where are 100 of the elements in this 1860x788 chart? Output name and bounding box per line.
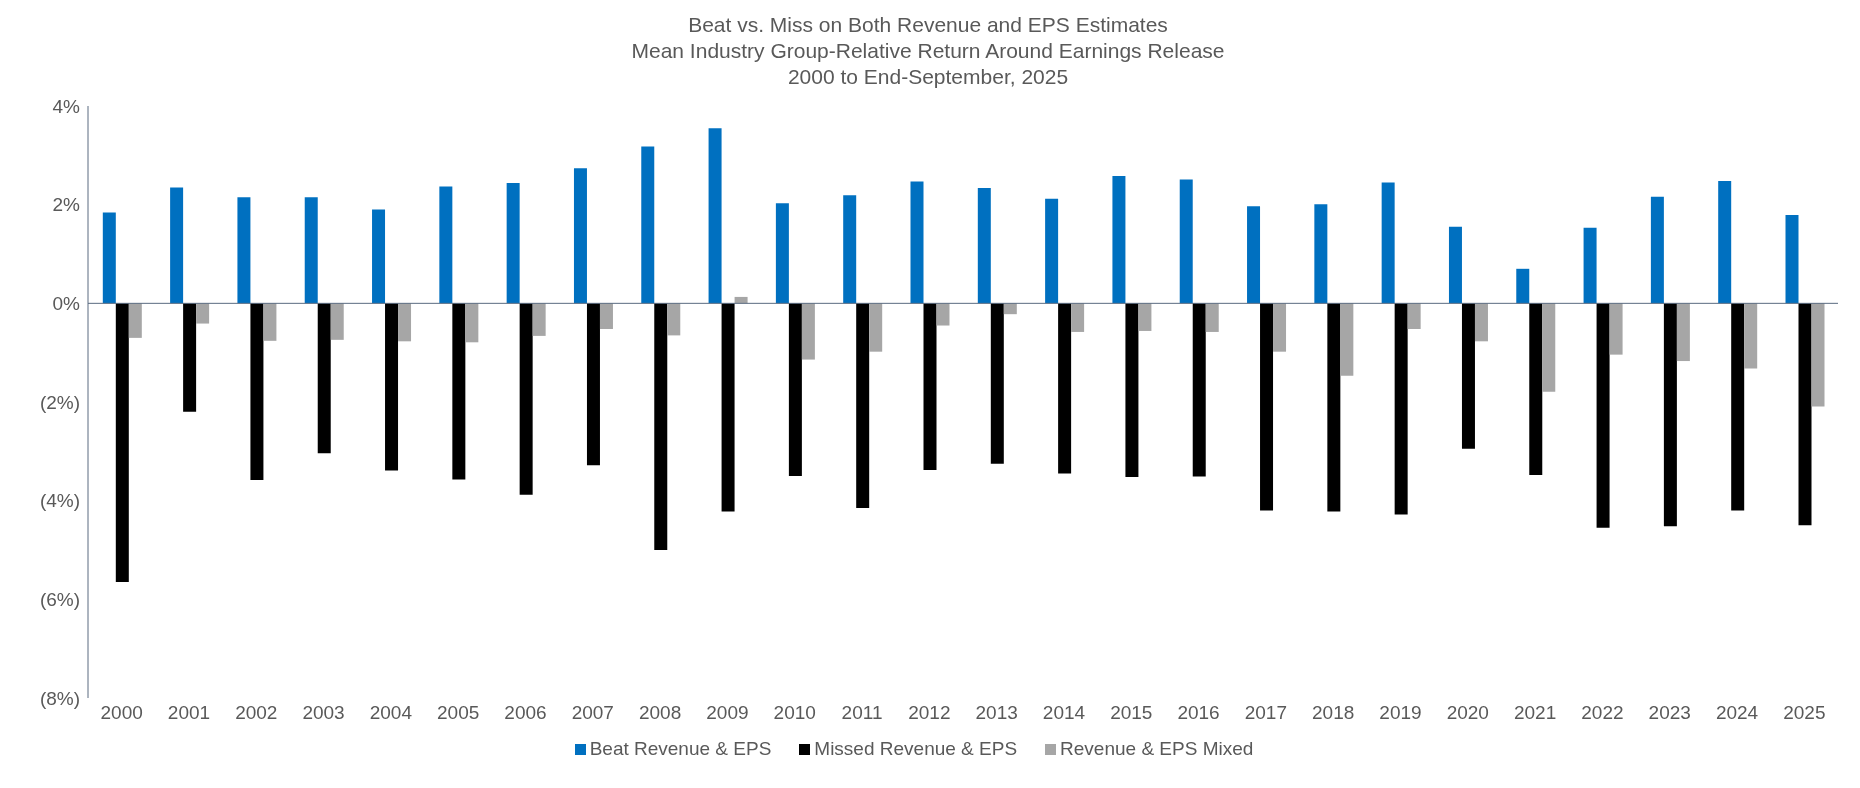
y-tick-label: (6%)	[39, 589, 80, 611]
bar	[667, 303, 681, 336]
x-tick-label: 2013	[975, 702, 1018, 724]
bar	[304, 197, 318, 304]
bar	[1192, 303, 1206, 477]
bar	[1407, 303, 1421, 329]
bar	[1071, 303, 1085, 332]
x-tick-label: 2014	[1042, 702, 1086, 724]
bar	[170, 187, 184, 304]
x-tick-label: 2007	[571, 702, 614, 724]
bar	[465, 303, 479, 343]
x-tick-label: 2001	[167, 702, 211, 724]
bar	[936, 303, 950, 326]
bar	[1448, 226, 1462, 304]
bar	[1314, 204, 1328, 304]
x-tick-label: 2006	[504, 702, 547, 724]
x-tick-label: 2024	[1715, 702, 1759, 724]
bar	[1676, 303, 1690, 362]
x-tick-label: 2000	[100, 702, 143, 724]
bar	[801, 303, 815, 360]
x-tick-label: 2019	[1379, 702, 1422, 724]
bar	[1003, 303, 1017, 315]
y-tick-label: (2%)	[39, 391, 80, 413]
bar	[775, 203, 789, 304]
bar	[398, 303, 412, 342]
bar	[721, 303, 735, 512]
bar	[1516, 268, 1530, 304]
bar	[1381, 182, 1395, 304]
legend-label: Revenue & EPS Mixed	[1060, 738, 1254, 759]
bar	[385, 303, 399, 471]
x-tick-label: 2021	[1513, 702, 1557, 724]
x-tick-label: 2010	[773, 702, 816, 724]
bar	[1542, 303, 1556, 392]
bar	[532, 303, 546, 336]
bar	[1138, 303, 1152, 331]
bar	[452, 303, 466, 480]
bar	[586, 303, 600, 466]
x-tick-label: 2004	[369, 702, 413, 724]
x-tick-label: 2016	[1177, 702, 1220, 724]
bar	[237, 197, 251, 304]
bar	[1811, 303, 1825, 407]
legend-label: Beat Revenue & EPS	[589, 738, 772, 759]
bar	[1529, 303, 1543, 476]
bar	[1474, 303, 1488, 342]
bar	[115, 303, 129, 583]
x-tick-label: 2018	[1312, 702, 1355, 724]
bar	[317, 303, 331, 454]
bar	[1112, 176, 1126, 304]
bar	[506, 182, 520, 304]
y-tick-label: 0%	[52, 293, 81, 315]
bar	[708, 128, 722, 304]
y-tick-label: 2%	[52, 194, 81, 216]
bar	[330, 303, 344, 340]
bar	[599, 303, 613, 329]
bar	[1394, 303, 1408, 515]
y-tick-label: (8%)	[39, 687, 80, 709]
x-tick-label: 2015	[1110, 702, 1153, 724]
bar	[1340, 303, 1354, 376]
bar	[1045, 198, 1059, 304]
bar	[439, 186, 453, 304]
bar	[1327, 303, 1341, 512]
bar	[1058, 303, 1072, 474]
bar	[1609, 303, 1623, 355]
y-tick-label: (4%)	[39, 490, 80, 512]
bar	[1731, 303, 1745, 511]
bar	[250, 303, 264, 480]
bar	[1744, 303, 1758, 369]
bar	[1205, 303, 1219, 332]
bar	[1583, 227, 1597, 304]
x-tick-label: 2012	[908, 702, 951, 724]
bar	[1247, 206, 1261, 304]
bar	[573, 168, 587, 304]
bar	[910, 181, 924, 304]
bar	[128, 303, 142, 338]
x-tick-label: 2008	[638, 702, 682, 724]
chart-title: Beat vs. Miss on Both Revenue and EPS Estimates Mean Industry Group-Relative Return Around Earnings Release 2000 to End-September, 2025	[630, 12, 1226, 90]
x-tick-label: 2017	[1244, 702, 1288, 724]
x-tick-label: 2020	[1446, 702, 1489, 724]
bar	[183, 303, 197, 412]
bar	[1125, 303, 1139, 477]
bar	[856, 303, 870, 509]
bar	[102, 212, 116, 304]
bar	[1718, 180, 1732, 304]
legend-label: Missed Revenue & EPS	[814, 738, 1018, 759]
bar	[1461, 303, 1475, 449]
x-tick-label: 2003	[302, 702, 345, 724]
bar	[1596, 303, 1610, 528]
bar	[1260, 303, 1274, 511]
bar	[734, 296, 748, 304]
x-tick-label: 2023	[1648, 702, 1691, 724]
bar	[654, 303, 668, 550]
bar	[196, 303, 210, 324]
bar	[990, 303, 1004, 464]
bar	[977, 187, 991, 304]
bar	[1798, 303, 1812, 526]
bar	[1785, 215, 1799, 304]
x-tick-label: 2022	[1581, 702, 1624, 724]
bar	[1650, 196, 1664, 304]
bar	[1663, 303, 1677, 527]
bar	[263, 303, 277, 341]
